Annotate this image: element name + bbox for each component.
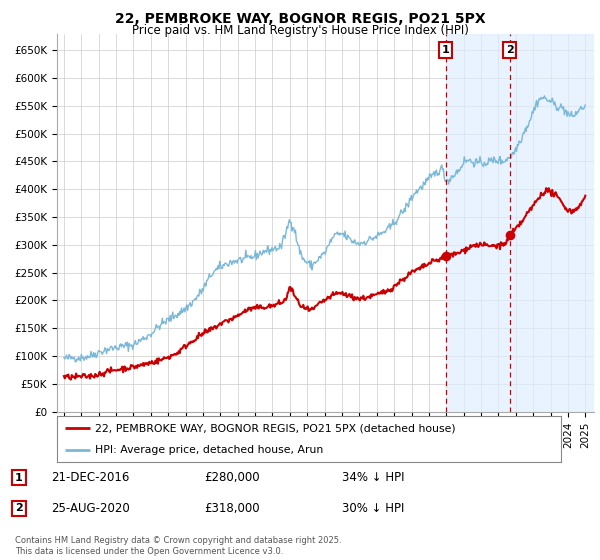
Text: HPI: Average price, detached house, Arun: HPI: Average price, detached house, Arun bbox=[95, 445, 323, 455]
Text: 1: 1 bbox=[15, 473, 23, 483]
Bar bbox=[446, 34, 594, 412]
Text: 22, PEMBROKE WAY, BOGNOR REGIS, PO21 5PX (detached house): 22, PEMBROKE WAY, BOGNOR REGIS, PO21 5PX… bbox=[95, 423, 455, 433]
Text: 2: 2 bbox=[506, 45, 514, 55]
Text: 22, PEMBROKE WAY, BOGNOR REGIS, PO21 5PX: 22, PEMBROKE WAY, BOGNOR REGIS, PO21 5PX bbox=[115, 12, 485, 26]
Text: 2: 2 bbox=[15, 503, 23, 514]
Text: £280,000: £280,000 bbox=[204, 471, 260, 484]
Text: 21-DEC-2016: 21-DEC-2016 bbox=[51, 471, 130, 484]
Text: 1: 1 bbox=[442, 45, 449, 55]
Text: 34% ↓ HPI: 34% ↓ HPI bbox=[342, 471, 404, 484]
Text: £318,000: £318,000 bbox=[204, 502, 260, 515]
Text: Contains HM Land Registry data © Crown copyright and database right 2025.
This d: Contains HM Land Registry data © Crown c… bbox=[15, 536, 341, 556]
Text: 30% ↓ HPI: 30% ↓ HPI bbox=[342, 502, 404, 515]
Text: 25-AUG-2020: 25-AUG-2020 bbox=[51, 502, 130, 515]
Text: Price paid vs. HM Land Registry's House Price Index (HPI): Price paid vs. HM Land Registry's House … bbox=[131, 24, 469, 37]
